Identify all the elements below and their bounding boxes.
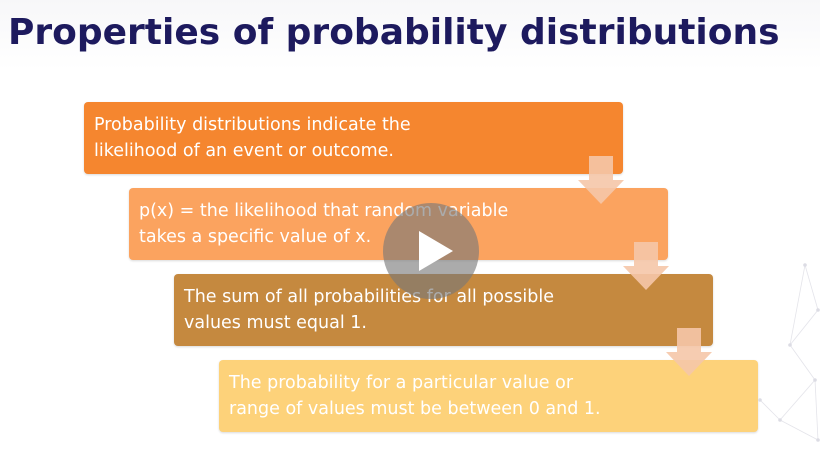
play-icon — [419, 231, 453, 271]
arrow-stem — [677, 328, 701, 352]
title-band — [0, 0, 820, 70]
network-decoration — [758, 263, 820, 442]
arrow-stem — [589, 156, 613, 180]
down-arrow-icon — [578, 156, 624, 204]
arrow-head — [578, 180, 624, 204]
arrow-head — [623, 266, 669, 290]
down-arrow-icon — [623, 242, 669, 290]
slide-title: Properties of probability distributions — [8, 12, 780, 53]
step-box-1: Probability distributions indicate the l… — [84, 102, 623, 174]
arrow-head — [666, 352, 712, 376]
arrow-stem — [634, 242, 658, 266]
down-arrow-icon — [666, 328, 712, 376]
video-play-button[interactable] — [383, 203, 479, 299]
